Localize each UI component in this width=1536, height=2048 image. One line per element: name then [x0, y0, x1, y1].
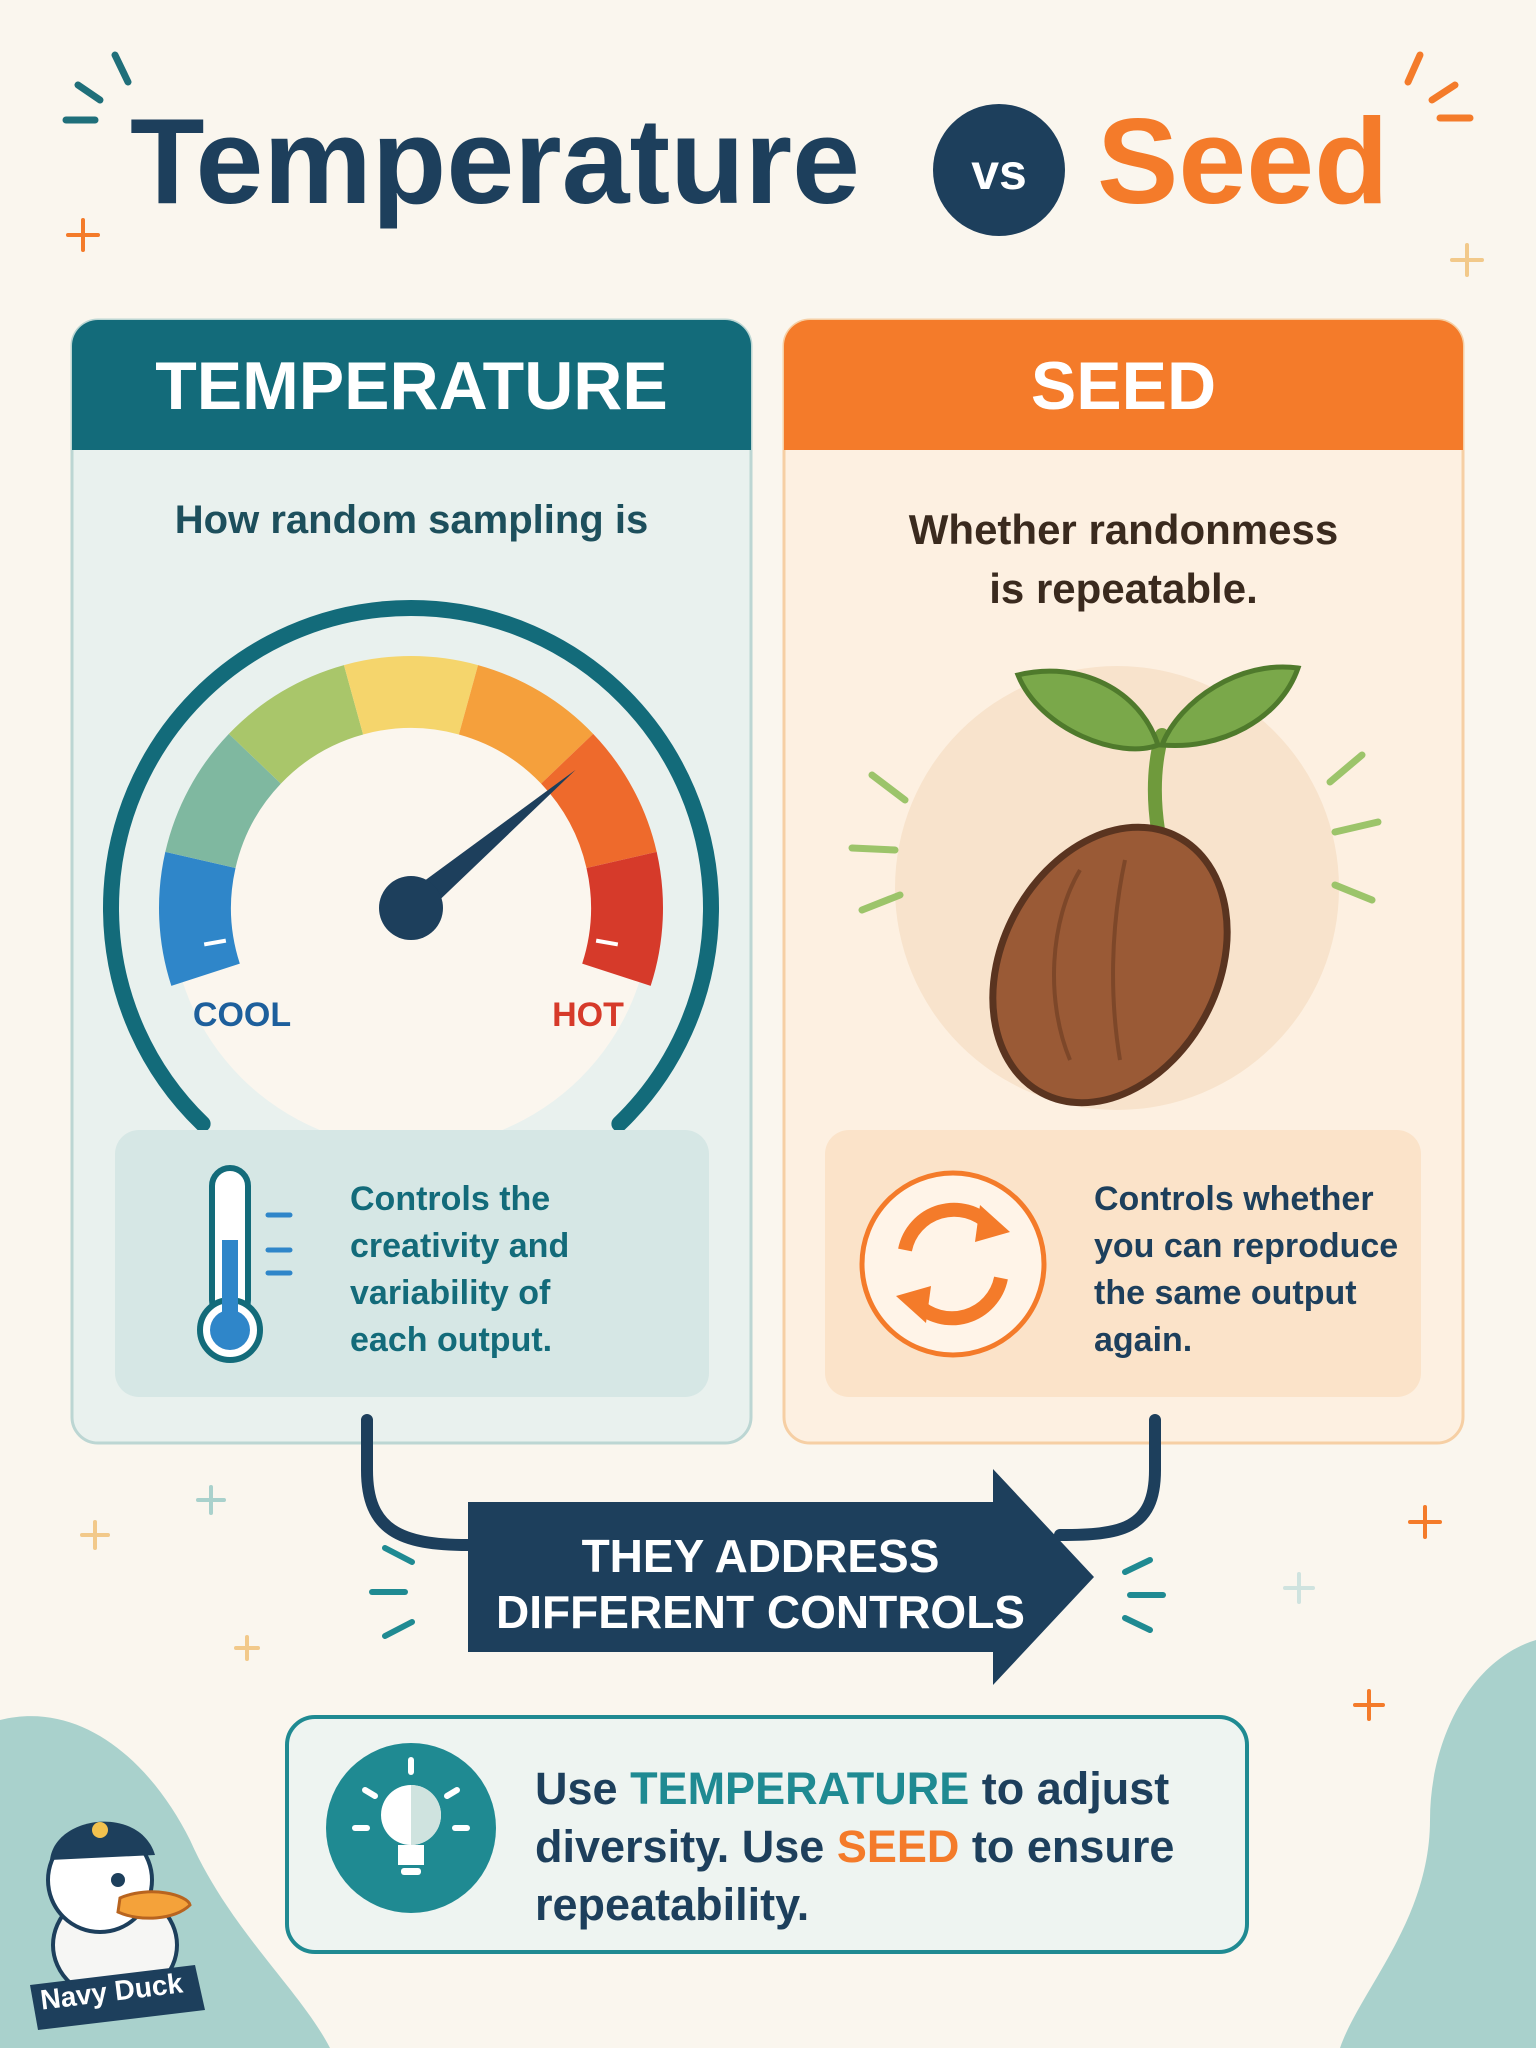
arrow [468, 1469, 1094, 1685]
gauge-part [165, 733, 281, 868]
tip-box [285, 1715, 1249, 1954]
gauge-part [379, 876, 443, 940]
tip-line: repeatability. [535, 1876, 1174, 1934]
gauge-part [541, 733, 657, 868]
text-line: is repeatable. [989, 565, 1258, 612]
accent-marks [369, 1545, 1166, 1639]
connector-label: THEY ADDRESS DIFFERENT CONTROLS [468, 1528, 1053, 1640]
sparkle-marks [1404, 51, 1474, 122]
text-line: you can reproduce [1094, 1227, 1399, 1265]
tip-segment: to ensure [959, 1821, 1175, 1872]
tip-line: diversity. Use SEED to ensure [535, 1818, 1174, 1876]
text-line: Whether randonmess [908, 506, 1339, 553]
tip-segment: to adjust [969, 1763, 1170, 1814]
seed-description: Controls whether you can reproduce the sam… [1094, 1176, 1398, 1364]
bulb-icon [326, 1743, 496, 1913]
connector-line [361, 1414, 474, 1551]
text-line: again. [1094, 1321, 1193, 1359]
gauge-part [582, 851, 663, 986]
gauge-part [228, 665, 364, 784]
repeat-icon [859, 1170, 1047, 1358]
gauge-part [458, 665, 594, 784]
title-left: Temperature [130, 93, 860, 229]
text-line: Controls whether [1094, 1180, 1374, 1218]
card-header: TEMPERATURE [155, 348, 668, 424]
temperature-header [72, 320, 751, 450]
text-line: each output. [350, 1321, 553, 1359]
thermometer-icon [197, 1165, 293, 1363]
tip-segment: SEED [836, 1821, 960, 1872]
bg-blob [1340, 1640, 1536, 2048]
gauge-part [595, 938, 619, 947]
text-line: DIFFERENT CONTROLS [496, 1586, 1025, 1638]
gauge [103, 600, 719, 1148]
gauge-part [402, 769, 576, 919]
tip-line: Use TEMPERATURE to adjust [535, 1760, 1174, 1818]
text-line: creativity and [350, 1227, 570, 1265]
tip-text: Use TEMPERATURE to adjust diversity. Use … [535, 1760, 1174, 1934]
title-right: Seed [1097, 93, 1389, 229]
gauge-part [103, 600, 719, 1132]
text-line: Controls the [350, 1180, 551, 1218]
tip-segment: TEMPERATURE [630, 1763, 970, 1814]
text-line: the same output [1094, 1274, 1357, 1312]
seed-icon [848, 664, 1382, 1110]
text-line: THEY ADDRESS [581, 1530, 940, 1582]
gauge-low-label: COOL [192, 996, 292, 1034]
seed-subtitle: Whether randonmess is repeatable. [784, 500, 1463, 618]
vs-badge [933, 104, 1065, 236]
duck-mascot [30, 1821, 205, 2030]
seed-header [784, 320, 1463, 450]
gauge-part [343, 656, 479, 735]
gauge-part [203, 938, 227, 947]
text-line: variability of [350, 1274, 551, 1312]
connector-line [1054, 1414, 1161, 1541]
gauge-part [158, 851, 240, 986]
gauge-high-label: HOT [552, 996, 624, 1034]
tip-segment: diversity. Use [535, 1821, 837, 1872]
temperature-description: Controls the creativity and variability of… [350, 1176, 569, 1364]
tip-segment: Use [535, 1763, 631, 1814]
info-box [115, 1130, 709, 1397]
card-header: SEED [1030, 348, 1217, 424]
card-subtitle: How random sampling is [174, 498, 649, 542]
sparkle-marks [62, 51, 132, 124]
tip-segment: repeatability. [535, 1879, 810, 1930]
title-vs: vs [971, 144, 1027, 200]
stars [66, 218, 1484, 1721]
